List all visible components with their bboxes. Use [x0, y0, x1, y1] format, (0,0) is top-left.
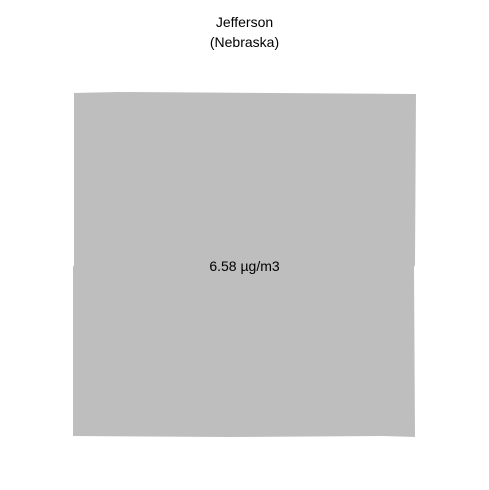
state-name: (Nebraska) — [209, 34, 280, 50]
county-shape-jefferson — [73, 92, 416, 437]
map-title: Jefferson (Nebraska) — [0, 12, 489, 52]
county-name: Jefferson — [215, 14, 274, 30]
county-value-label: 6.58 µg/m3 — [209, 258, 280, 274]
